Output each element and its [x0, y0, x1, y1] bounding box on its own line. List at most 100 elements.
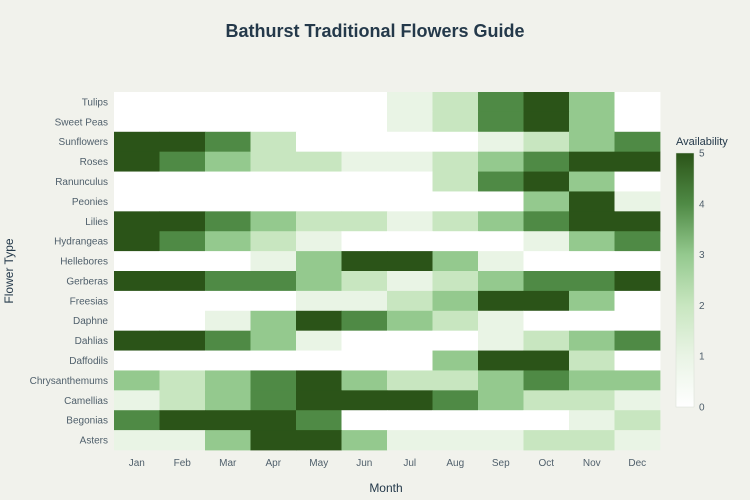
heatmap-cell-dahlias-oct [523, 330, 570, 351]
heatmap-cell-roses-aug [432, 151, 479, 172]
heatmap-cell-dahlias-dec [614, 330, 661, 351]
x-axis-tick-labels: Jan Feb Mar Apr May Jun Jul Aug Sep Oct Nov Dec [129, 458, 646, 469]
heatmap-cell-freesias-may [296, 290, 342, 312]
heatmap-cell-asters-feb [159, 430, 206, 451]
heatmap-cell-lilies-oct [523, 211, 570, 232]
heatmap-cell-begonias-jun [341, 410, 388, 431]
heatmap-cell-dahlias-jun [341, 330, 388, 351]
heatmap-cell-gerberas-jan [114, 271, 160, 292]
heatmap-cell-ranunculus-may [296, 171, 342, 192]
heatmap-cell-hydrangeas-jul [387, 231, 433, 252]
heatmap-cell-hydrangeas-jan [114, 231, 160, 252]
heatmap-cell-asters-apr [250, 430, 297, 451]
heatmap-cell-sunflowers-jun [341, 131, 388, 153]
heatmap-cell-camellias-may [296, 390, 342, 411]
heatmap-cell-freesias-jun [341, 290, 388, 312]
heatmap-cell-peonies-oct [523, 191, 570, 212]
heatmap-cell-hydrangeas-apr [250, 231, 297, 252]
heatmap-cell-daphne-feb [159, 310, 206, 332]
y-tick-label: Begonias [66, 416, 108, 427]
x-tick-label: Jan [129, 458, 145, 469]
heatmap-cell-chrysanthemums-jan [114, 370, 160, 391]
heatmap-cell-dahlias-apr [250, 330, 297, 351]
heatmap-cell-roses-jul [387, 151, 433, 172]
heatmap-cell-hydrangeas-oct [523, 231, 570, 252]
heatmap-cell-camellias-feb [159, 390, 206, 411]
y-axis-title: Flower Type [2, 238, 16, 303]
heatmap-cell-camellias-sep [478, 390, 524, 411]
heatmap-cell-begonias-dec [614, 410, 661, 431]
heatmap-cell-daffodils-may [296, 350, 342, 371]
heatmap-cell-hellebores-dec [614, 251, 661, 272]
heatmap-cell-gerberas-mar [205, 271, 251, 292]
x-tick-label: Dec [628, 458, 646, 469]
heatmap-cell-hydrangeas-sep [478, 231, 524, 252]
heatmap-cell-sweet-peas-mar [205, 111, 251, 133]
heatmap-cell-tulips-dec [614, 92, 661, 113]
y-axis-tick-labels: Tulips Sweet Peas Sunflowers Roses Ranunculu… [30, 97, 109, 446]
heatmap-cell-roses-mar [205, 151, 251, 172]
heatmap-cell-hydrangeas-nov [569, 231, 615, 252]
heatmap-cell-asters-may [296, 430, 342, 451]
heatmap-cell-sunflowers-aug [432, 131, 479, 153]
y-tick-label: Hellebores [60, 257, 108, 268]
heatmap-cell-sweet-peas-feb [159, 111, 206, 133]
heatmap-cell-daphne-oct [523, 310, 570, 332]
x-axis-title: Month [369, 481, 402, 495]
heatmap-cell-lilies-may [296, 211, 342, 232]
heatmap-cell-chrysanthemums-jun [341, 370, 388, 391]
heatmap-cell-freesias-oct [523, 290, 570, 312]
x-tick-label: Nov [583, 458, 601, 469]
heatmap-cell-tulips-jan [114, 92, 160, 113]
heatmap-cell-peonies-nov [569, 191, 615, 212]
heatmap-cell-chrysanthemums-apr [250, 370, 297, 391]
y-tick-label: Daphne [73, 316, 108, 327]
heatmap-cell-dahlias-jan [114, 330, 160, 351]
heatmap-cell-chrysanthemums-may [296, 370, 342, 391]
heatmap-cell-tulips-jul [387, 92, 433, 113]
heatmap-cell-peonies-jun [341, 191, 388, 212]
heatmap-cell-sweet-peas-jan [114, 111, 160, 133]
heatmap-cell-daphne-apr [250, 310, 297, 332]
heatmap-cell-daffodils-jun [341, 350, 388, 371]
heatmap-cell-daffodils-aug [432, 350, 479, 371]
heatmap-cell-daphne-aug [432, 310, 479, 332]
heatmap-cell-hellebores-sep [478, 251, 524, 272]
heatmap-cell-asters-mar [205, 430, 251, 451]
heatmap-cell-freesias-jan [114, 290, 160, 312]
x-tick-label: Mar [219, 458, 237, 469]
heatmap-cell-sweet-peas-aug [432, 111, 479, 133]
heatmap-cell-lilies-aug [432, 211, 479, 232]
heatmap-cell-camellias-dec [614, 390, 661, 411]
heatmap-cell-lilies-jul [387, 211, 433, 232]
heatmap-cell-camellias-aug [432, 390, 479, 411]
heatmap-cell-daffodils-mar [205, 350, 251, 371]
x-tick-label: Sep [492, 458, 510, 469]
heatmap-cell-peonies-apr [250, 191, 297, 212]
y-tick-label: Lilies [85, 217, 108, 228]
heatmap-cell-freesias-dec [614, 290, 661, 312]
heatmap-cell-asters-aug [432, 430, 479, 451]
heatmap-cell-sweet-peas-dec [614, 111, 661, 133]
y-tick-label: Chrysanthemums [30, 376, 108, 387]
colorbar-title: Availability [676, 136, 728, 148]
heatmap-cell-tulips-oct [523, 92, 570, 113]
y-tick-label: Roses [80, 157, 108, 168]
heatmap-cell-dahlias-may [296, 330, 342, 351]
y-tick-label: Ranunculus [55, 177, 108, 188]
y-tick-label: Gerberas [66, 276, 108, 287]
colorbar-tick-label: 5 [699, 149, 705, 160]
heatmap-cell-peonies-mar [205, 191, 251, 212]
heatmap-cells [114, 92, 661, 451]
heatmap-cell-gerberas-oct [523, 271, 570, 292]
heatmap-cell-sweet-peas-nov [569, 111, 615, 133]
heatmap-cell-camellias-jul [387, 390, 433, 411]
heatmap-cell-hellebores-oct [523, 251, 570, 272]
heatmap-cell-camellias-apr [250, 390, 297, 411]
heatmap-cell-hellebores-aug [432, 251, 479, 272]
x-tick-label: Oct [538, 458, 554, 469]
heatmap-cell-ranunculus-jul [387, 171, 433, 192]
heatmap-cell-gerberas-sep [478, 271, 524, 292]
heatmap-cell-sunflowers-oct [523, 131, 570, 153]
y-tick-label: Sweet Peas [55, 117, 108, 128]
